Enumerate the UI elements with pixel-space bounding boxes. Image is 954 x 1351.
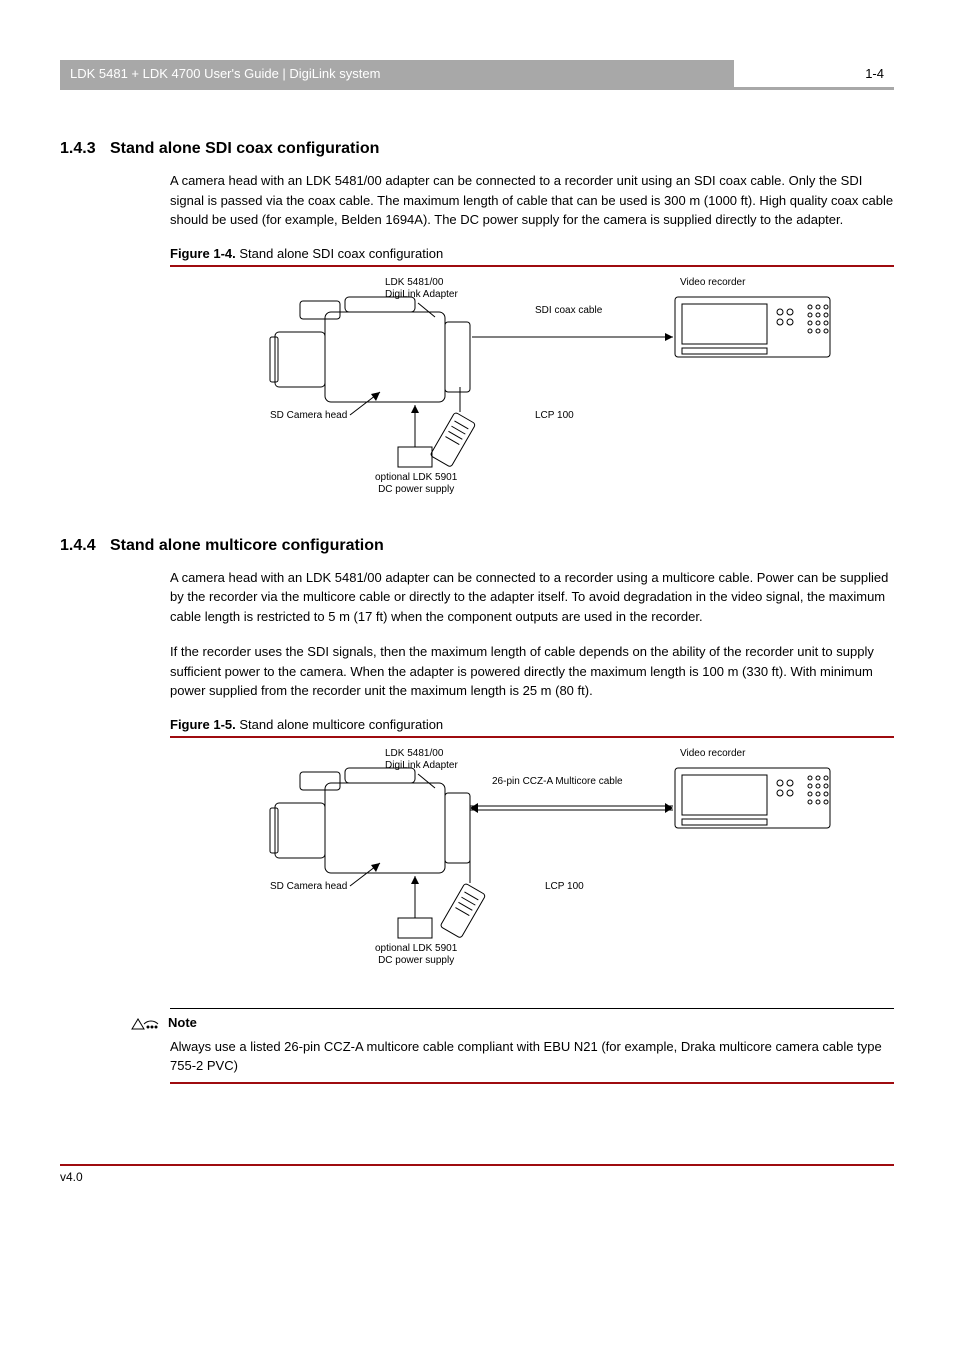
section-number: 1.4.4 [60, 537, 110, 555]
body-paragraph: A camera head with an LDK 5481/00 adapte… [170, 171, 894, 230]
page-header: LDK 5481 + LDK 4700 User's Guide | DigiL… [60, 60, 894, 90]
note-bottom-rule [170, 1082, 894, 1084]
footer-version: v4.0 [60, 1170, 83, 1184]
figure-caption-text: Stand alone multicore configuration [239, 717, 443, 732]
figure-rule [170, 265, 894, 267]
note-body: Always use a listed 26-pin CCZ-A multico… [170, 1037, 894, 1076]
note-title: Note [168, 1015, 197, 1030]
figure-1-body: LDK 5481/00 DigiLink Adapter SDI coax ca… [170, 277, 894, 507]
page-container: LDK 5481 + LDK 4700 User's Guide | DigiL… [0, 0, 954, 1224]
figure-1-svg [170, 277, 894, 507]
header-title: LDK 5481 + LDK 4700 User's Guide | DigiL… [60, 60, 734, 90]
figure-caption-2: Figure 1-5. Stand alone multicore config… [170, 717, 894, 732]
figure-caption-1: Figure 1-4. Stand alone SDI coax configu… [170, 246, 894, 261]
figure-2-body: LDK 5481/00 DigiLink Adapter 26-pin CCZ-… [170, 748, 894, 978]
page-footer: v4.0 [60, 1164, 894, 1184]
figure-caption-text: Stand alone SDI coax configuration [239, 246, 443, 261]
section-number: 1.4.3 [60, 140, 110, 158]
body-paragraph: A camera head with an LDK 5481/00 adapte… [170, 568, 894, 627]
figure-label: Figure 1-5. [170, 717, 236, 732]
section-heading-2: 1.4.4 Stand alone multicore configuratio… [60, 537, 894, 555]
section-heading-1: 1.4.3 Stand alone SDI coax configuration [60, 140, 894, 158]
figure-label: Figure 1-4. [170, 246, 236, 261]
figure-rule [170, 736, 894, 738]
note-block: Note [130, 1015, 894, 1033]
note-icon [130, 1015, 160, 1033]
body-paragraph: If the recorder uses the SDI signals, th… [170, 642, 894, 701]
header-page-number: 1-4 [734, 60, 894, 90]
note-top-rule [170, 1008, 894, 1009]
footer-rule [60, 1164, 894, 1166]
section-title: Stand alone SDI coax configuration [110, 140, 894, 158]
section-title: Stand alone multicore configuration [110, 537, 894, 555]
figure-2-svg [170, 748, 894, 978]
